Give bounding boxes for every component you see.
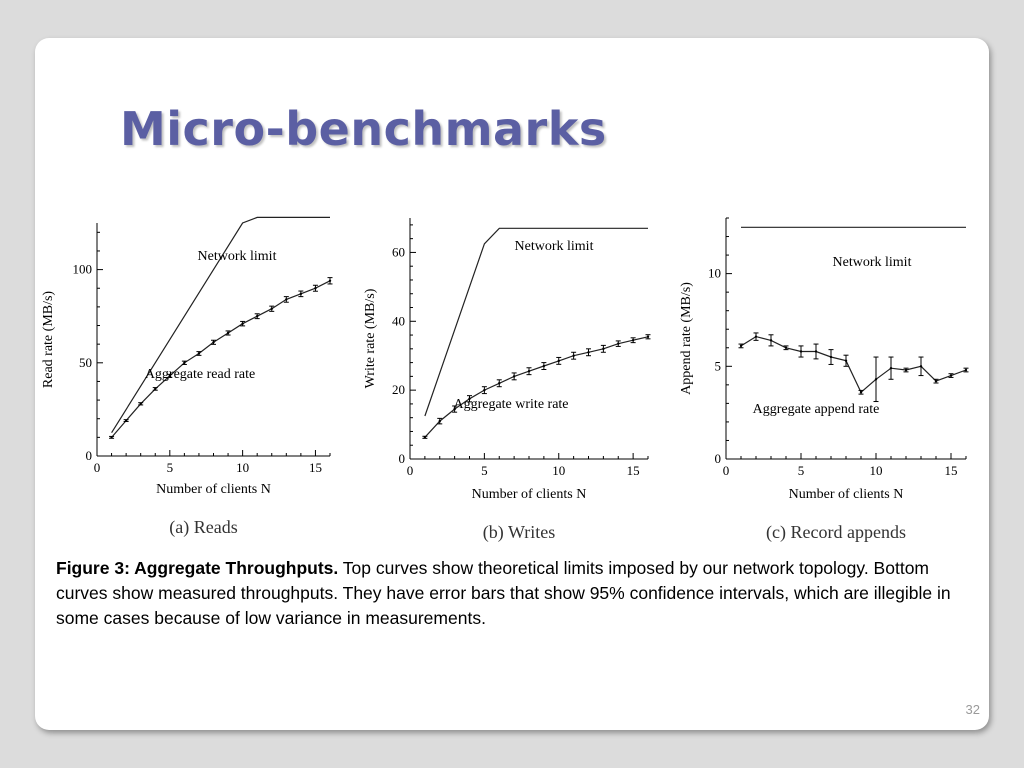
reads-chart: 0 5 10 15 0 50 100 Read rate (MB/s) Number of cl… [41, 216, 333, 538]
appends-series-label: Network limit [833, 255, 912, 270]
reads-data-point [197, 352, 201, 355]
writes-data-point [438, 419, 441, 423]
writes-data-point [602, 347, 605, 351]
appends-data-point [889, 366, 893, 370]
writes-series-label: Network limit [515, 239, 594, 254]
page-number: 32 [965, 702, 980, 717]
writes-data-point [557, 359, 560, 363]
writes-data-point [542, 364, 546, 368]
writes-data-point [468, 397, 471, 400]
reads-y-axis-title: Read rate (MB/s) [41, 291, 56, 389]
writes-data-point [617, 342, 620, 345]
appends-data-point [799, 350, 803, 353]
appends-y-tick-label: 10 [708, 266, 721, 281]
appends-x-tick-label: 0 [723, 463, 730, 478]
reads-data-point [110, 436, 113, 439]
reads-data-point [168, 374, 172, 378]
reads-series-label: Aggregate read rate [145, 367, 255, 382]
reads-aggregate-rate-line [111, 280, 331, 438]
reads-x-tick-label: 15 [309, 460, 322, 475]
reads-data-point [226, 331, 230, 335]
appends-data-point [739, 344, 743, 348]
writes-subcaption: (b) Writes [483, 522, 555, 543]
reads-subcaption: (a) Reads [169, 517, 237, 538]
appends-data-point [859, 391, 863, 394]
writes-data-point [512, 375, 516, 378]
appends-data-point [769, 339, 773, 342]
reads-x-tick-label: 10 [236, 460, 249, 475]
reads-data-point [328, 279, 332, 282]
reads-data-point [139, 402, 142, 406]
appends-aggregate-rate-line [740, 335, 967, 394]
appends-series-label: Aggregate append rate [753, 402, 880, 417]
appends-data-point [844, 359, 848, 362]
writes-aggregate-rate-line [424, 336, 649, 438]
writes-y-axis-title: Write rate (MB/s) [363, 288, 378, 388]
appends-subcaption: (c) Record appends [766, 522, 906, 543]
writes-data-point [646, 335, 650, 338]
reads-data-point [299, 292, 303, 296]
appends-data-point [784, 346, 788, 349]
appends-chart: 0 5 10 15 0 5 10 Append rate (MB/s) Number of cl… [679, 217, 969, 543]
reads-data-point [270, 307, 273, 310]
reads-data-point [154, 387, 157, 391]
appends-x-tick-label: 10 [870, 463, 883, 478]
reads-series-label: Network limit [198, 249, 277, 264]
writes-x-tick-label: 5 [481, 463, 488, 478]
writes-data-point [587, 351, 590, 354]
writes-data-point [498, 382, 501, 385]
writes-series-label: Aggregate write rate [453, 397, 568, 412]
writes-y-tick-label: 20 [392, 382, 405, 397]
reads-data-point [314, 287, 317, 290]
writes-x-tick-label: 0 [407, 463, 414, 478]
writes-data-point [483, 388, 486, 392]
writes-chart: 0 5 10 15 0 20 40 60 Write rate (MB/s) Number of … [363, 218, 651, 543]
writes-y-tick-label: 40 [392, 313, 405, 328]
writes-y-tick-label: 60 [392, 244, 405, 259]
appends-data-point [949, 374, 953, 377]
reads-x-tick-label: 0 [94, 460, 101, 475]
slide [35, 38, 989, 730]
reads-y-tick-label: 100 [73, 262, 93, 277]
reads-data-point [124, 419, 128, 422]
writes-x-axis-title: Number of clients N [472, 487, 587, 502]
appends-y-axis-title: Append rate (MB/s) [679, 282, 694, 395]
appends-data-point [919, 365, 923, 368]
reads-data-point [285, 298, 288, 301]
reads-network-limit-line [111, 216, 330, 434]
writes-network-limit-line [424, 227, 648, 417]
appends-data-point [814, 350, 818, 353]
writes-data-point [527, 370, 531, 373]
writes-x-tick-label: 15 [627, 463, 640, 478]
figure-caption: Figure 3: Aggregate Throughputs. Top cur… [56, 556, 971, 631]
appends-x-tick-label: 15 [945, 463, 958, 478]
appends-data-point [754, 335, 758, 338]
writes-data-point [631, 339, 635, 342]
writes-data-point [423, 436, 427, 439]
appends-data-point [874, 378, 878, 381]
reads-x-axis-title: Number of clients N [156, 482, 271, 497]
reads-y-tick-label: 0 [86, 448, 93, 463]
reads-data-point [241, 322, 244, 325]
appends-y-tick-label: 0 [715, 451, 722, 466]
reads-data-point [255, 315, 259, 318]
appends-data-point [829, 355, 833, 359]
reads-data-point [212, 341, 215, 344]
writes-data-point [572, 354, 575, 357]
figure-caption-body: Top curves show theoretical limits impos… [56, 558, 951, 628]
writes-x-tick-label: 10 [552, 463, 565, 478]
reads-data-point [183, 361, 186, 364]
figure-caption-title: Figure 3: Aggregate Throughputs. [56, 558, 339, 578]
reads-y-tick-label: 50 [79, 355, 92, 370]
writes-data-point [453, 407, 456, 411]
slide-title: Micro-benchmarks [120, 102, 607, 156]
appends-data-point [934, 379, 938, 383]
appends-x-tick-label: 5 [798, 463, 805, 478]
appends-x-axis-title: Number of clients N [789, 487, 904, 502]
appends-data-point [964, 368, 968, 372]
reads-x-tick-label: 5 [167, 460, 174, 475]
writes-y-tick-label: 0 [399, 451, 406, 466]
appends-y-tick-label: 5 [715, 358, 722, 373]
appends-data-point [904, 368, 908, 372]
